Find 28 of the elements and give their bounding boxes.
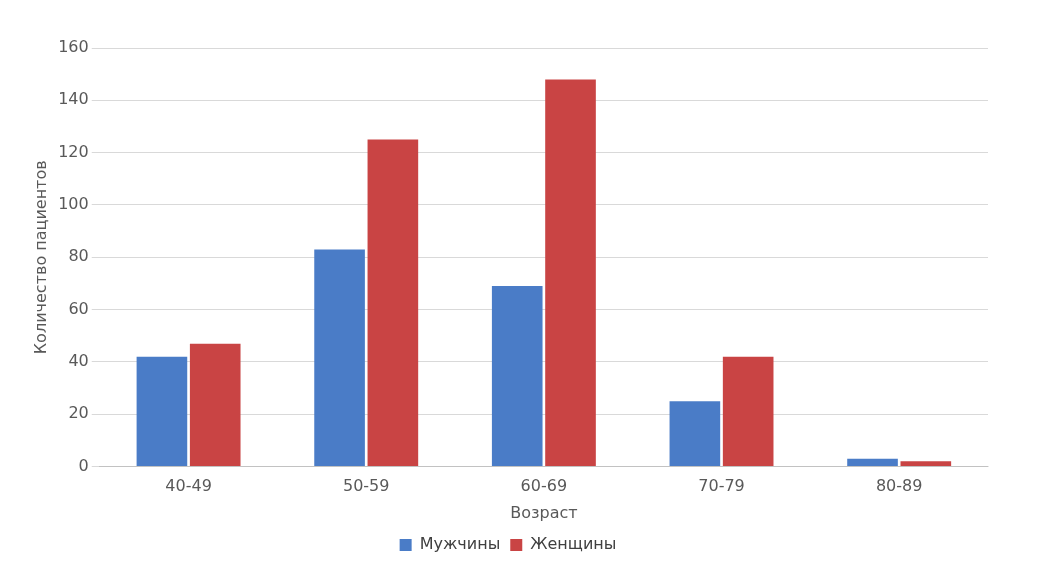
y-tick-label: 100 xyxy=(58,194,89,214)
bar xyxy=(847,458,898,467)
x-tick-label: 50-59 xyxy=(342,476,390,496)
y-tick-label: 140 xyxy=(58,89,89,109)
y-tick-label: 20 xyxy=(68,403,89,423)
bar xyxy=(189,343,241,467)
y-axis-title: Количество пациентов xyxy=(30,160,50,355)
bar xyxy=(491,286,543,467)
y-tick-label: 160 xyxy=(58,37,89,57)
x-tick-label: 70-79 xyxy=(698,476,745,496)
x-tick-label: 60-69 xyxy=(520,476,568,496)
legend-label: Мужчины xyxy=(419,534,501,554)
bar xyxy=(722,356,774,467)
y-tick-label: 0 xyxy=(78,455,89,475)
y-tick-label: 40 xyxy=(68,351,89,371)
bar xyxy=(136,356,188,467)
bar xyxy=(314,249,365,467)
y-tick-label: 60 xyxy=(68,298,89,318)
x-axis-title: Возраст xyxy=(510,502,578,522)
x-tick-label: 80-89 xyxy=(875,476,923,496)
y-tick-label: 80 xyxy=(68,246,89,266)
y-tick-label: 120 xyxy=(58,141,89,161)
bar xyxy=(900,461,952,467)
x-tick-label: 40-49 xyxy=(165,476,212,496)
bar xyxy=(545,79,596,467)
bar xyxy=(367,139,419,467)
legend-label: Женщины xyxy=(530,534,617,554)
bar xyxy=(669,401,721,467)
